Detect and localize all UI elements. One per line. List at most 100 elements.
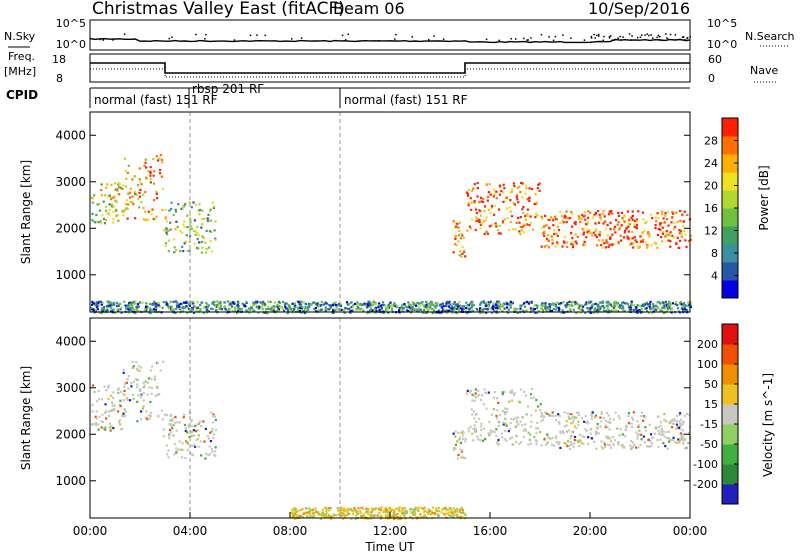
power-echo-cell bbox=[615, 219, 618, 222]
velocity-echo-cell bbox=[104, 426, 107, 429]
velocity-echo-cell bbox=[422, 507, 425, 510]
velocity-echo-cell bbox=[478, 417, 481, 420]
velocity-echo-cell bbox=[393, 512, 396, 515]
power-echo-cell bbox=[97, 303, 100, 306]
power-echo-cell bbox=[499, 232, 502, 235]
power-echo-cell bbox=[372, 310, 375, 313]
colorbar-tick-label: 24 bbox=[704, 157, 718, 170]
velocity-echo-cell bbox=[666, 447, 669, 450]
power-echo-cell bbox=[455, 303, 458, 306]
power-echo-cell bbox=[184, 240, 187, 243]
nsky-point bbox=[590, 35, 593, 38]
power-echo-cell bbox=[571, 213, 574, 216]
power-echo-cell bbox=[300, 311, 303, 314]
power-echo-cell bbox=[206, 219, 209, 223]
velocity-echo-cell bbox=[679, 425, 682, 428]
power-echo-cell bbox=[118, 302, 121, 306]
velocity-echo-cell bbox=[457, 516, 460, 519]
velocity-echo-cell bbox=[399, 517, 402, 520]
power-echo-cell bbox=[168, 307, 171, 310]
power-echo-cell bbox=[543, 234, 546, 237]
velocity-echo-cell bbox=[305, 511, 308, 514]
power-echo-cell bbox=[418, 302, 421, 305]
power-echo-cell bbox=[561, 219, 564, 222]
velocity-echo-cell bbox=[122, 399, 125, 402]
velocity-echo-cell bbox=[168, 423, 171, 426]
velocity-echo-cell bbox=[128, 399, 132, 402]
velocity-echo-cell bbox=[473, 417, 476, 420]
power-echo-cell bbox=[673, 236, 676, 239]
velocity-echo-cell bbox=[393, 517, 396, 520]
velocity-echo-cell bbox=[587, 436, 590, 439]
velocity-echo-cell bbox=[529, 442, 532, 445]
velocity-echo-cell bbox=[156, 386, 159, 389]
power-echo-cell bbox=[106, 309, 109, 312]
power-echo-cell bbox=[635, 240, 638, 243]
power-echo-cell bbox=[205, 248, 208, 251]
velocity-echo-cell bbox=[477, 393, 480, 396]
power-echo-cell bbox=[648, 303, 651, 306]
velocity-echo-cell bbox=[655, 427, 658, 430]
power-echo-cell bbox=[181, 231, 184, 234]
power-echo-cell bbox=[128, 196, 132, 199]
power-echo-cell bbox=[448, 300, 451, 303]
power-echo-cell bbox=[658, 302, 662, 305]
power-echo-cell bbox=[554, 245, 557, 248]
power-echo-cell bbox=[530, 301, 533, 304]
power-echo-cell bbox=[108, 203, 111, 206]
velocity-echo-cell bbox=[166, 414, 169, 417]
power-echo-cell bbox=[212, 205, 216, 208]
nsky-point bbox=[689, 36, 691, 38]
velocity-echo-cell bbox=[173, 453, 176, 456]
velocity-echo-cell bbox=[139, 393, 142, 396]
freq-label-line2: [MHz] bbox=[4, 65, 36, 78]
power-echo-cell bbox=[416, 301, 419, 305]
power-echo-cell bbox=[177, 303, 180, 306]
velocity-echo-cell bbox=[142, 405, 145, 408]
velocity-echo-cell bbox=[441, 508, 444, 511]
velocity-echo-cell bbox=[214, 428, 217, 432]
velocity-echo-cell bbox=[517, 416, 520, 419]
power-echo-cell bbox=[475, 308, 478, 311]
nsky-point bbox=[300, 37, 303, 39]
power-echo-cell bbox=[504, 200, 507, 203]
colorbar-segment bbox=[722, 244, 738, 263]
velocity-echo-cell bbox=[637, 424, 640, 427]
power-echo-cell bbox=[475, 216, 478, 219]
velocity-echo-cell bbox=[547, 412, 550, 416]
power-echo-cell bbox=[95, 213, 98, 217]
power-echo-cell bbox=[137, 310, 140, 313]
power-echo-cell bbox=[502, 183, 505, 186]
power-echo-cell bbox=[186, 301, 189, 304]
power-echo-cell bbox=[590, 300, 593, 303]
velocity-echo-cell bbox=[347, 512, 350, 516]
power-echo-cell bbox=[411, 301, 414, 304]
power-echo-cell bbox=[634, 219, 637, 222]
power-echo-cell bbox=[577, 215, 581, 218]
power-echo-cell bbox=[680, 234, 683, 237]
power-echo-cell bbox=[476, 195, 479, 198]
velocity-echo-cell bbox=[292, 508, 295, 511]
velocity-echo-cell bbox=[146, 393, 149, 396]
velocity-echo-cell bbox=[120, 428, 123, 431]
power-echo-cell bbox=[162, 301, 165, 304]
power-echo-cell bbox=[199, 308, 202, 311]
power-echo-cell bbox=[623, 215, 626, 218]
power-echo-cell bbox=[683, 305, 686, 309]
power-echo-cell bbox=[594, 230, 597, 233]
power-echo-cell bbox=[198, 203, 201, 206]
nsky-point bbox=[652, 37, 654, 39]
power-echo-cell bbox=[490, 204, 494, 208]
power-echo-cell bbox=[607, 303, 610, 306]
power-echo-cell bbox=[646, 244, 649, 247]
velocity-echo-cell bbox=[102, 427, 105, 430]
power-echo-cell bbox=[282, 307, 285, 310]
power-echo-cell bbox=[159, 168, 162, 172]
velocity-echo-cell bbox=[501, 410, 504, 413]
velocity-echo-cell bbox=[680, 435, 683, 438]
power-echo-cell bbox=[684, 308, 687, 311]
velocity-echo-cell bbox=[138, 369, 141, 372]
power-echo-cell bbox=[635, 306, 638, 309]
nsky-point bbox=[510, 38, 512, 40]
